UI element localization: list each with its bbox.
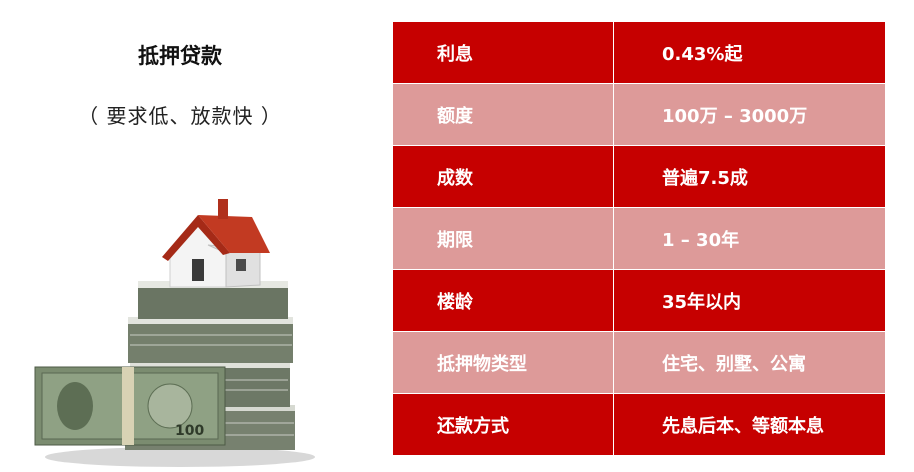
table-row: 成数 普遍7.5成 [393, 145, 885, 208]
row-label: 利息 [393, 22, 614, 84]
page-subtitle: （ 要求低、放款快 ） [78, 104, 282, 128]
row-value: 35年以内 [613, 269, 885, 332]
table-row: 还款方式 先息后本、等额本息 [393, 393, 885, 456]
row-label: 抵押物类型 [393, 331, 614, 394]
row-label: 还款方式 [393, 393, 614, 456]
row-value: 100万 – 3000万 [613, 83, 885, 146]
row-label: 额度 [393, 83, 614, 146]
row-value: 普遍7.5成 [613, 145, 885, 208]
row-label: 成数 [393, 145, 614, 208]
house-on-money-icon: 100 [34, 199, 315, 467]
table-row: 利息 0.43%起 [393, 22, 885, 84]
row-label: 期限 [393, 207, 614, 270]
table-row: 额度 100万 – 3000万 [393, 83, 885, 146]
row-value: 先息后本、等额本息 [613, 393, 885, 456]
loan-info-table: 利息 0.43%起 额度 100万 – 3000万 成数 普遍7.5成 期限 1 – 30年楼… [393, 22, 885, 456]
row-value: 0.43%起 [613, 22, 885, 84]
row-value: 1 – 30年 [613, 207, 885, 270]
row-value: 住宅、别墅、公寓 [613, 331, 885, 394]
table-row: 楼龄 35年以内 [393, 269, 885, 332]
page-title: 抵押贷款 [138, 44, 222, 68]
left-panel: 抵押贷款 （ 要求低、放款快 ） [0, 0, 360, 472]
table-row: 抵押物类型 住宅、别墅、公寓 [393, 331, 885, 394]
money-note-label: 100 [175, 423, 204, 439]
table-row: 期限 1 – 30年 [393, 207, 885, 270]
row-label: 楼龄 [393, 269, 614, 332]
